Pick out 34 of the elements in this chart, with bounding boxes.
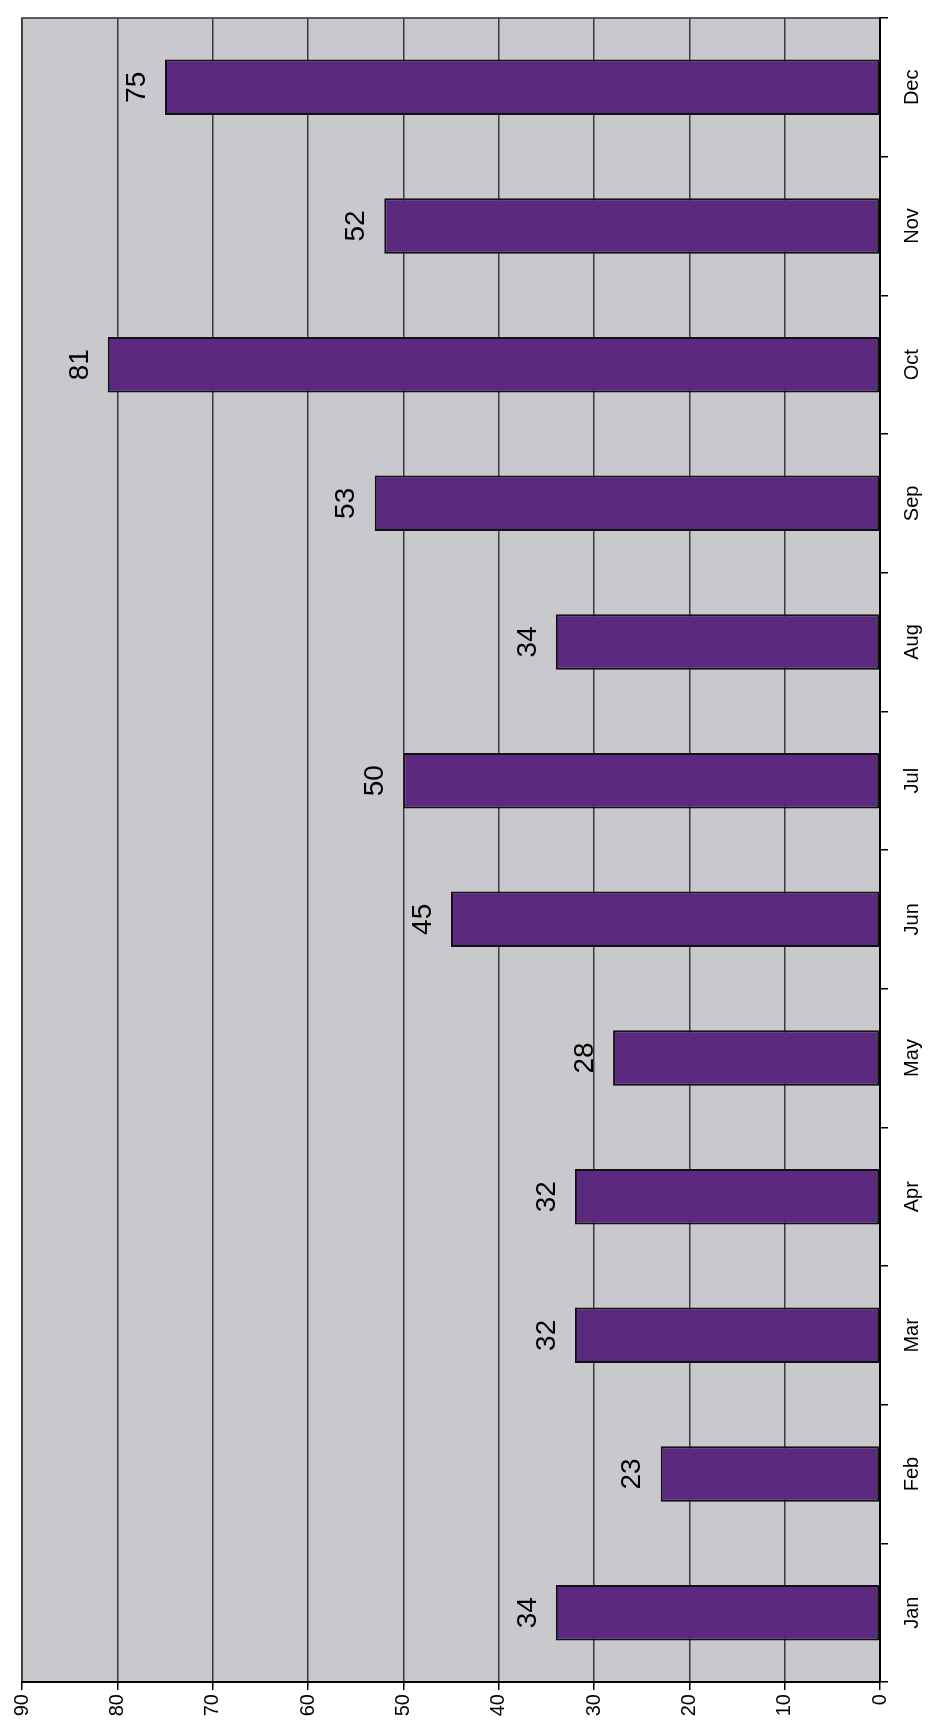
x-tick-label: 0 (867, 1694, 890, 1706)
data-label: 32 (529, 1181, 561, 1213)
data-label: 81 (62, 349, 94, 381)
y-tick-label: Dec (900, 69, 923, 106)
y-tick-label: Mar (900, 1317, 923, 1353)
x-tick-label: 20 (676, 1694, 699, 1717)
data-label: 23 (615, 1458, 647, 1490)
y-tick-label: Jun (900, 903, 923, 936)
y-tick-label: Sep (900, 485, 923, 522)
data-label: 28 (567, 1042, 599, 1074)
y-tick-label: Aug (900, 624, 923, 660)
y-tick-label: Apr (900, 1180, 923, 1213)
y-tick-label: Jul (900, 767, 923, 794)
data-label: 34 (510, 626, 542, 658)
y-tick-label: Feb (900, 1456, 923, 1492)
data-label: 75 (119, 71, 151, 103)
data-label: 34 (510, 1597, 542, 1629)
y-tick-label: May (900, 1039, 923, 1077)
data-label: 32 (529, 1319, 561, 1351)
x-tick-label: 70 (200, 1694, 223, 1717)
x-tick-label: 50 (390, 1694, 413, 1717)
x-tick-label: 60 (295, 1694, 318, 1717)
y-tick-label: Jan (900, 1596, 923, 1629)
data-label: 50 (358, 765, 390, 797)
x-tick-label: 80 (104, 1694, 127, 1717)
x-tick-label: 40 (486, 1694, 509, 1717)
data-label: 53 (329, 487, 361, 519)
x-tick-label: 10 (772, 1694, 795, 1717)
data-label: 52 (338, 210, 370, 242)
x-tick-label: 30 (581, 1694, 604, 1717)
y-tick-label: Oct (900, 348, 923, 381)
data-label: 45 (405, 903, 437, 935)
x-tick-label: 90 (9, 1694, 32, 1717)
y-tick-label: Nov (900, 208, 923, 244)
